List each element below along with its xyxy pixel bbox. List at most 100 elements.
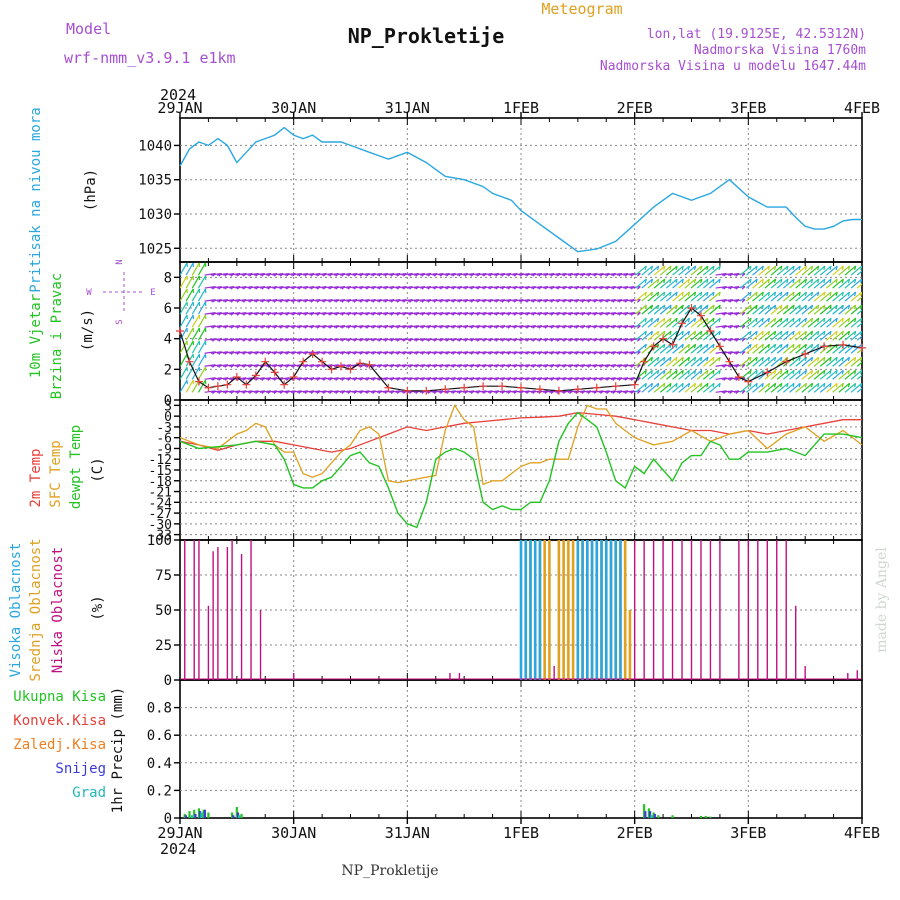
ytick-label-precipitation: 0.2 — [147, 783, 172, 799]
wind-arrow — [776, 330, 789, 341]
wind-arrow — [469, 312, 481, 315]
wind-arrow-head — [817, 304, 820, 310]
wind-arrow — [586, 312, 598, 315]
wind-arrow — [647, 291, 660, 302]
wind-arrow — [352, 312, 364, 315]
wind-arrow — [530, 338, 542, 341]
wind-arrow — [481, 390, 493, 393]
wind-arrow-head — [706, 344, 709, 349]
wind-arrow — [690, 304, 703, 315]
wind-arrow — [752, 304, 764, 315]
wind-arrow — [844, 343, 857, 354]
wind-arrow — [838, 369, 850, 380]
wind-arrow — [407, 285, 419, 289]
wind-gust-marker — [223, 380, 232, 389]
wind-arrow — [659, 369, 672, 380]
wind-arrow-head — [650, 318, 654, 323]
wind-arrow — [746, 265, 758, 276]
cloud-ylabel-mid: Srednja Oblacnost — [28, 538, 44, 681]
wind-arrow — [456, 325, 469, 328]
wind-arrow — [469, 285, 481, 289]
wind-arrow-head — [755, 278, 758, 284]
wind-arrow — [641, 330, 653, 341]
ytick-label-precipitation: 0.8 — [147, 701, 172, 717]
wind-arrow — [592, 338, 604, 341]
wind-arrow — [635, 304, 647, 315]
wind-arrow — [696, 265, 709, 276]
wind-arrow — [426, 312, 438, 315]
wind-arrow-head — [656, 357, 660, 362]
wind-arrow — [197, 301, 206, 315]
wind-arrow — [776, 343, 789, 354]
wind-arrow-head — [810, 357, 814, 362]
ytick-label-clouds: 100 — [147, 533, 172, 549]
wind-arrow — [389, 351, 401, 354]
wind-arrow — [653, 343, 666, 354]
wind-arrow-head — [810, 383, 814, 388]
wind-arrow — [635, 343, 647, 354]
wind-arrow — [721, 325, 733, 328]
wind-arrow — [333, 285, 345, 289]
wind-arrow-head — [792, 331, 795, 336]
wind-arrow-head — [798, 304, 801, 310]
wind-arrow — [561, 272, 573, 276]
wind-arrow — [524, 377, 536, 380]
wind-arrow-head — [656, 318, 660, 323]
xtick-label-top: 3FEB — [730, 99, 766, 117]
wind-arrow — [746, 330, 758, 341]
wind-arrow — [401, 312, 413, 315]
wind-arrow-head — [792, 304, 795, 310]
wind-arrow — [801, 291, 813, 302]
wind-arrow-head — [669, 291, 672, 297]
wind-arrow — [296, 298, 308, 302]
wind-arrow — [327, 272, 339, 276]
wind-arrow — [758, 382, 770, 393]
wind-arrow — [216, 364, 228, 367]
wind-arrow — [450, 272, 462, 276]
wind-arrow — [346, 351, 358, 354]
wind-arrow — [463, 338, 475, 341]
wind-arrow-head — [700, 344, 703, 349]
wind-arrow — [715, 338, 727, 341]
wind-arrow — [450, 390, 462, 393]
wind-arrow — [315, 364, 327, 367]
wind-arrow — [598, 325, 610, 328]
wind-arrow — [666, 317, 678, 328]
wind-arrow — [420, 272, 432, 276]
wind-arrow — [333, 272, 345, 276]
wind-arrow — [635, 265, 647, 276]
wind-arrow — [383, 377, 395, 380]
wind-arrow-head — [841, 304, 844, 310]
wind-arrow — [278, 351, 290, 354]
wind-arrow — [856, 361, 862, 367]
wind-arrow — [537, 285, 549, 289]
wind-arrow — [327, 351, 339, 354]
wind-arrow — [592, 377, 604, 380]
wind-arrow — [413, 351, 425, 354]
wind-arrow — [469, 390, 481, 393]
wind-arrow — [734, 364, 746, 367]
wind-arrow — [598, 312, 610, 315]
wind-arrow — [555, 338, 567, 341]
wind-arrow — [543, 338, 555, 341]
wind-arrow — [561, 377, 573, 380]
wind-arrow — [561, 298, 573, 302]
wind-arrow-head — [780, 265, 783, 271]
wind-arrow-head — [829, 318, 832, 323]
wind-arrow-head — [749, 344, 752, 349]
wind-arrow-head — [761, 344, 764, 349]
wind-arrow — [770, 369, 783, 380]
year-bottom: 2024 — [160, 840, 196, 858]
wind-arrow-head — [835, 331, 838, 336]
wind-arrow — [426, 338, 438, 341]
wind-arrow — [702, 356, 715, 367]
wind-gust-marker — [251, 371, 260, 380]
wind-arrow — [229, 338, 241, 341]
wind-arrow-head — [835, 383, 838, 388]
wind-arrow — [776, 382, 789, 393]
wind-arrow — [204, 272, 216, 276]
wind-arrow — [850, 291, 862, 302]
wind-arrow — [807, 382, 820, 393]
wind-arrow — [266, 364, 278, 367]
